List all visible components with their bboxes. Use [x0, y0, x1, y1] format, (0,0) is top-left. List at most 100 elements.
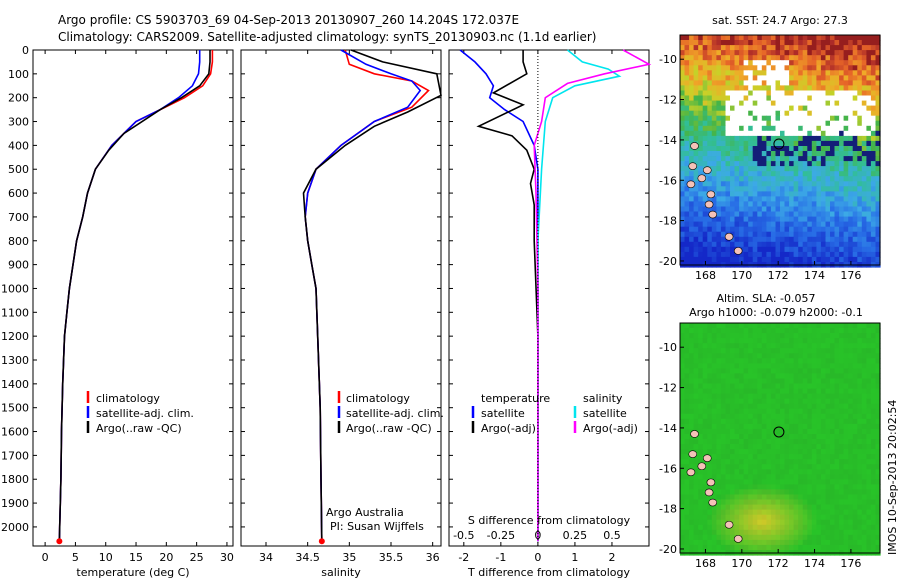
map-cell [798, 509, 804, 516]
map-cell [793, 413, 799, 420]
map-cell [802, 65, 808, 71]
map-cell [830, 504, 836, 511]
map-cell [825, 524, 831, 531]
map-cell [820, 166, 826, 172]
map-cell [830, 393, 836, 400]
map-cell [816, 388, 822, 395]
map-cell [843, 519, 849, 526]
map-cell [680, 464, 686, 470]
map-cell [780, 474, 786, 480]
map-cell [748, 403, 754, 410]
map-cell [770, 358, 776, 364]
map-cell [743, 323, 749, 329]
map-cell [793, 161, 799, 167]
map-cell [734, 186, 740, 192]
map-cell [711, 90, 717, 97]
sst-map-title: sat. SST: 24.7 Argo: 27.3 [712, 14, 848, 27]
map-cell [807, 529, 813, 536]
map-cell [707, 408, 713, 415]
map-cell [693, 241, 699, 248]
map-cell [825, 489, 831, 495]
map-cell [766, 231, 772, 238]
map-cell [834, 35, 840, 41]
island [690, 430, 699, 438]
map-cell [798, 151, 804, 157]
map-cell [689, 75, 695, 81]
map-cell [739, 176, 745, 182]
map-cell [852, 323, 858, 329]
map-cell [843, 140, 849, 147]
map-cell [816, 45, 822, 51]
map-cell [861, 110, 867, 117]
map-cell [711, 176, 717, 182]
map-cell [839, 439, 845, 445]
map-cell [711, 378, 717, 385]
map-cell [684, 75, 690, 81]
map-cell [680, 40, 686, 46]
map-cell [716, 484, 722, 490]
map-cell [807, 35, 813, 41]
map-cell [843, 256, 849, 263]
map-cell [707, 449, 713, 455]
map-cell [834, 323, 840, 329]
x-tick-label: 30 [220, 551, 234, 564]
map-cell [848, 343, 854, 349]
map-cell [720, 226, 726, 233]
map-cell [707, 251, 713, 258]
island [724, 232, 734, 241]
map-cell [857, 40, 863, 46]
map-cell [734, 70, 740, 76]
map-cell [734, 161, 740, 167]
map-cell [684, 529, 690, 536]
figure-title-line2: Climatology: CARS2009. Satellite-adjuste… [58, 30, 596, 44]
map-cell [702, 539, 708, 546]
map-cell [848, 418, 854, 425]
map-cell [839, 236, 845, 243]
map-cell [807, 140, 813, 147]
map-cell [761, 50, 767, 56]
map-cell [811, 55, 817, 61]
map-cell [852, 60, 858, 66]
map-cell [684, 95, 690, 102]
map-cell [852, 418, 858, 425]
map-cell [680, 499, 686, 506]
map-cell [870, 135, 876, 142]
map-cell [820, 246, 826, 253]
map-cell [784, 418, 790, 425]
map-cell [730, 544, 736, 551]
map-cell [743, 383, 749, 390]
map-cell [707, 363, 713, 369]
map-cell [693, 383, 699, 390]
map-cell [757, 398, 763, 405]
map-cell [839, 418, 845, 425]
map-cell [857, 444, 863, 450]
map-cell [734, 388, 740, 395]
map-cell [830, 388, 836, 395]
map-cell [757, 236, 763, 243]
map-cell [798, 343, 804, 349]
map-cell [825, 120, 831, 127]
x-tick-label: 36 [426, 551, 440, 564]
map-cell [830, 368, 836, 374]
map-cell [793, 544, 799, 551]
map-cell [807, 413, 813, 420]
map-cell [830, 146, 836, 152]
map-cell [843, 428, 849, 435]
map-cell [802, 125, 808, 132]
map-cell [784, 60, 790, 66]
map-cell [730, 135, 736, 142]
map-cell [730, 226, 736, 233]
map-cell [752, 241, 758, 248]
map-cell [875, 378, 881, 385]
map-cell [816, 413, 822, 420]
map-cell [793, 428, 799, 435]
map-cell [802, 50, 808, 56]
map-cell [743, 166, 749, 172]
map-cell [870, 90, 876, 97]
map-cell [716, 343, 722, 349]
map-cell [866, 110, 872, 117]
map-cell [848, 151, 854, 157]
map-cell [875, 408, 881, 415]
map-cell [789, 176, 795, 182]
map-cell [680, 125, 686, 132]
